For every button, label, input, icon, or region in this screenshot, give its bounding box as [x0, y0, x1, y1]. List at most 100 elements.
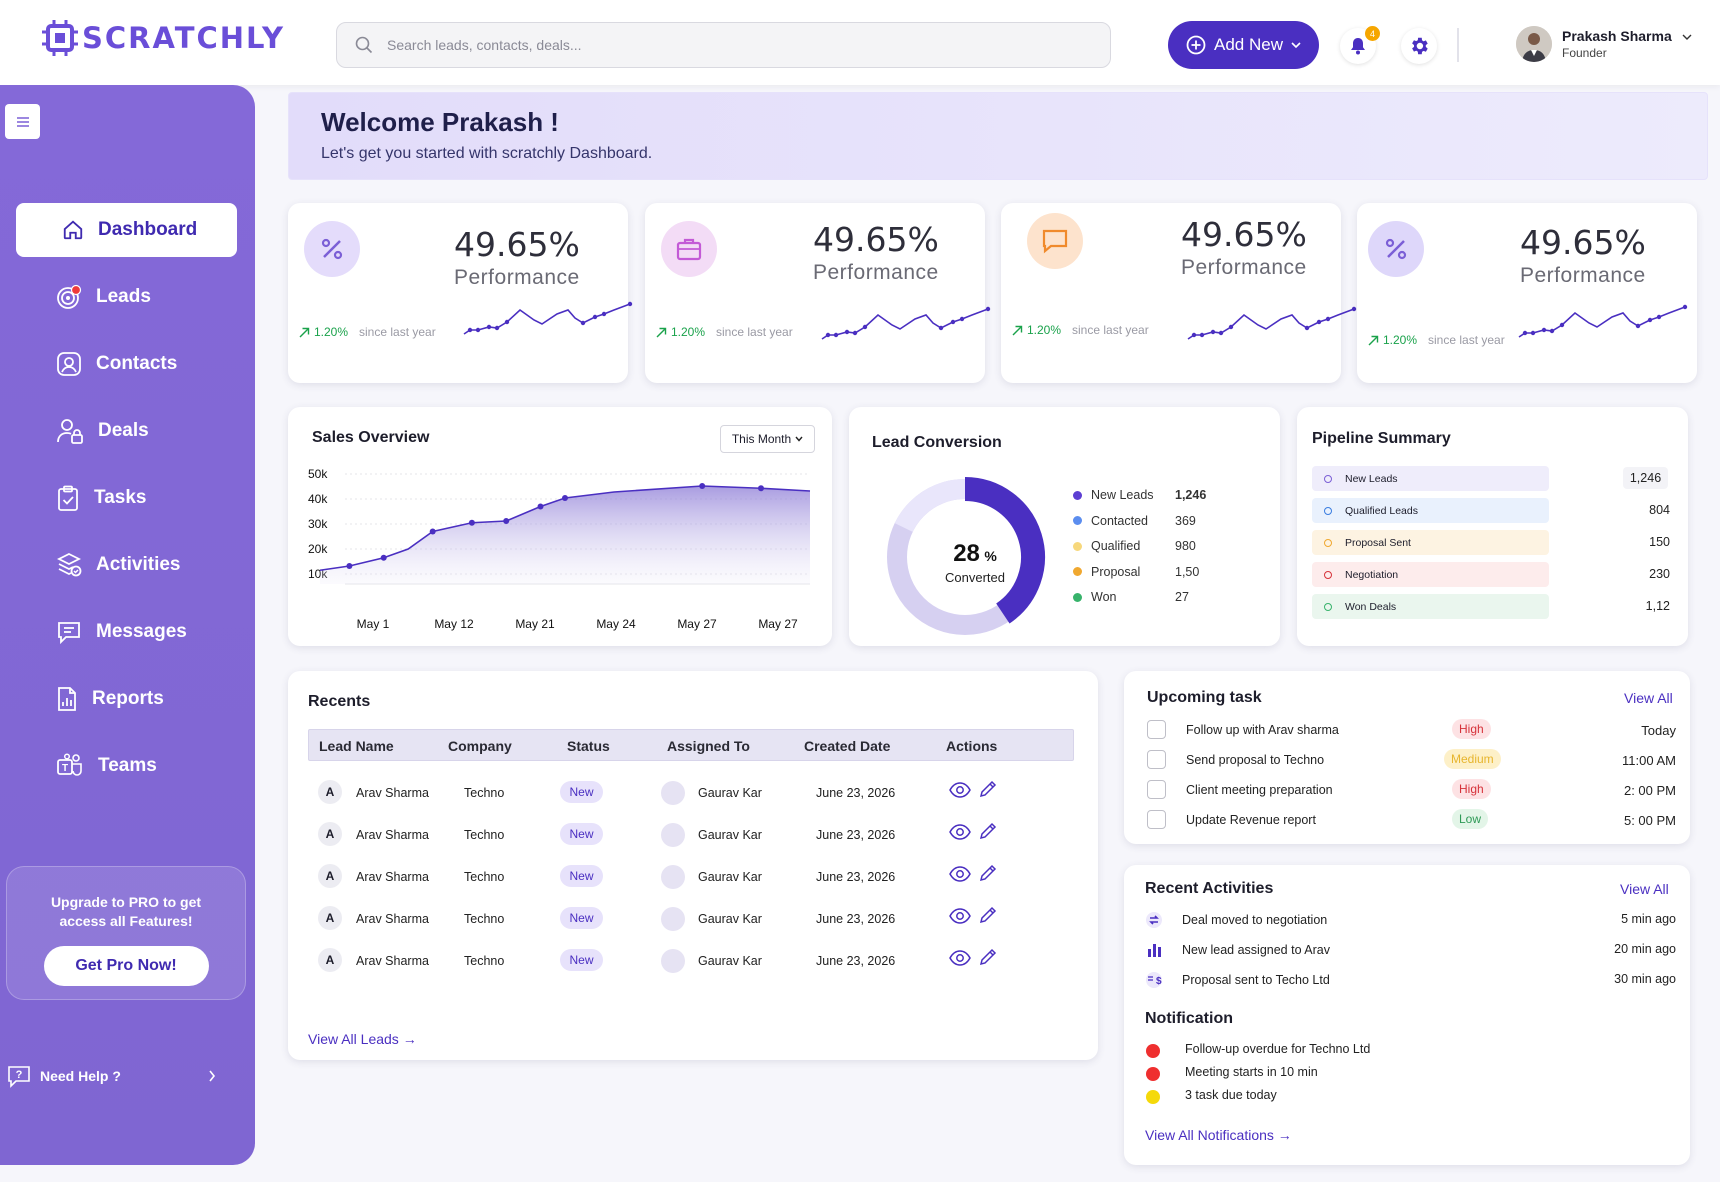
edit-pencil-icon[interactable]	[978, 905, 998, 925]
user-profile-menu[interactable]: Prakash Sharma Founder	[1516, 26, 1692, 62]
sparkline-point	[959, 316, 965, 322]
period-select[interactable]: This Month	[720, 425, 815, 453]
recent-activities-card: Recent Activities View All Deal moved to…	[1124, 865, 1690, 1165]
sidebar-item-teams[interactable]: T Teams	[16, 739, 237, 793]
edit-pencil-icon[interactable]	[978, 947, 998, 967]
upcoming-view-all-link[interactable]: View All	[1624, 690, 1673, 706]
sidebar-item-tasks[interactable]: Tasks	[16, 471, 237, 525]
pipeline-label: Won Deals	[1345, 600, 1397, 613]
get-pro-button[interactable]: Get Pro Now!	[43, 946, 209, 986]
sales-point	[429, 528, 436, 535]
x-tick-label: May 1	[357, 617, 390, 631]
conversion-value: 28	[953, 540, 980, 567]
kpi-label: Performance	[1520, 264, 1646, 287]
chevron-down-icon	[1682, 34, 1692, 40]
task-checkbox[interactable]	[1147, 720, 1166, 739]
table-row[interactable]: A Arav Sharma Techno New Gaurav Kar June 23, …	[308, 904, 1074, 934]
task-checkbox[interactable]	[1147, 810, 1166, 829]
sidebar-item-label: Contacts	[96, 353, 178, 374]
bell-icon	[1351, 38, 1365, 55]
lead-name: Arav Sharma	[356, 912, 429, 926]
column-header[interactable]: Assigned To	[667, 738, 750, 754]
activity-text: Proposal sent to Techo Ltd	[1182, 973, 1330, 987]
sidebar-item-leads[interactable]: Leads	[16, 270, 237, 324]
view-all-leads-link[interactable]: View All Leads →	[308, 1031, 417, 1047]
activity-time: 20 min ago	[1614, 942, 1676, 956]
view-eye-icon[interactable]	[949, 824, 971, 840]
x-tick-label: May 12	[434, 617, 474, 631]
pipeline-value: 230	[1649, 567, 1670, 581]
edit-pencil-icon[interactable]	[978, 779, 998, 799]
pipeline-row[interactable]: Negotiation	[1312, 562, 1549, 587]
pipeline-row[interactable]: Qualified Leads	[1312, 498, 1549, 523]
view-eye-icon[interactable]	[949, 908, 971, 924]
view-eye-icon[interactable]	[949, 782, 971, 798]
sidebar-item-deals[interactable]: Deals	[16, 404, 237, 458]
task-checkbox[interactable]	[1147, 750, 1166, 769]
sidebar-item-reports[interactable]: Reports	[16, 672, 237, 726]
task-row: Send proposal to Techno Medium 11:00 AM	[1124, 748, 1690, 772]
menu-toggle-button[interactable]	[5, 104, 40, 139]
kpi-since: since last year	[359, 325, 436, 339]
assignee-avatar	[661, 781, 685, 805]
column-header[interactable]: Created Date	[804, 738, 891, 754]
view-all-notifications-link[interactable]: View All Notifications →	[1145, 1127, 1292, 1143]
view-eye-icon[interactable]	[949, 950, 971, 966]
sidebar-item-contacts[interactable]: Contacts	[16, 337, 237, 391]
need-help-link[interactable]: ? Need Help ?	[6, 1062, 216, 1090]
priority-badge: Low	[1452, 809, 1489, 829]
column-header[interactable]: Status	[567, 738, 610, 754]
sparkline-point	[844, 329, 850, 335]
column-header[interactable]: Lead Name	[319, 738, 394, 754]
legend-item: Contacted 369	[1073, 514, 1263, 528]
sparkline-point	[1325, 316, 1331, 322]
table-row[interactable]: A Arav Sharma Techno New Gaurav Kar June 23, …	[308, 778, 1074, 808]
message-icon	[58, 622, 80, 645]
settings-button[interactable]	[1401, 28, 1437, 64]
legend-value: 1,246	[1175, 488, 1207, 502]
lead-name: Arav Sharma	[356, 954, 429, 968]
gear-icon	[1412, 37, 1428, 55]
search-input[interactable]	[387, 37, 1067, 53]
brand-logo[interactable]: SCRATCHLY	[42, 18, 285, 58]
kpi-icon-wrap	[1027, 213, 1083, 269]
legend-swatch	[1073, 541, 1082, 551]
donut-center: 28 % Converted	[925, 540, 1025, 585]
company-name: Techno	[464, 912, 505, 926]
legend-name: Won	[1091, 590, 1117, 604]
activities-view-all-link[interactable]: View All	[1620, 881, 1669, 897]
pipeline-status-icon	[1324, 538, 1332, 547]
kpi-label: Performance	[1181, 256, 1307, 279]
notifications-button[interactable]: 4	[1340, 26, 1380, 64]
add-new-button[interactable]: Add New	[1168, 21, 1319, 69]
legend-value: 1,50	[1175, 564, 1200, 579]
table-row[interactable]: A Arav Sharma Techno New Gaurav Kar June 23, …	[308, 946, 1074, 976]
pipeline-status-icon	[1324, 474, 1332, 483]
currency-swap-icon: $	[1146, 972, 1162, 988]
sparkline-point	[504, 319, 510, 325]
legend-item: New Leads 1,246	[1073, 488, 1263, 502]
pipeline-row[interactable]: Proposal Sent	[1312, 530, 1549, 555]
assignee-avatar	[661, 907, 685, 931]
sparkline-point	[862, 324, 868, 330]
view-eye-icon[interactable]	[949, 866, 971, 882]
created-date: June 23, 2026	[816, 912, 896, 926]
task-checkbox[interactable]	[1147, 780, 1166, 799]
column-header[interactable]: Actions	[946, 738, 998, 754]
sidebar-item-messages[interactable]: Messages	[16, 605, 237, 659]
search-bar[interactable]	[336, 22, 1111, 68]
table-row[interactable]: A Arav Sharma Techno New Gaurav Kar June 23, …	[308, 862, 1074, 892]
sidebar-item-activities[interactable]: Activities	[16, 538, 237, 592]
pipeline-row[interactable]: Won Deals	[1312, 594, 1549, 619]
edit-pencil-icon[interactable]	[978, 821, 998, 841]
column-header[interactable]: Company	[448, 738, 512, 754]
table-row[interactable]: A Arav Sharma Techno New Gaurav Kar June 23, …	[308, 820, 1074, 850]
legend-name: Qualified	[1091, 539, 1141, 553]
created-date: June 23, 2026	[816, 954, 896, 968]
edit-pencil-icon[interactable]	[978, 863, 998, 883]
created-date: June 23, 2026	[816, 828, 896, 842]
kpi-trend: 1.20%	[656, 325, 705, 339]
add-new-label: Add New	[1214, 35, 1283, 54]
sidebar-item-dashboard[interactable]: Dashboard	[16, 203, 237, 257]
pipeline-row[interactable]: New Leads	[1312, 466, 1549, 491]
